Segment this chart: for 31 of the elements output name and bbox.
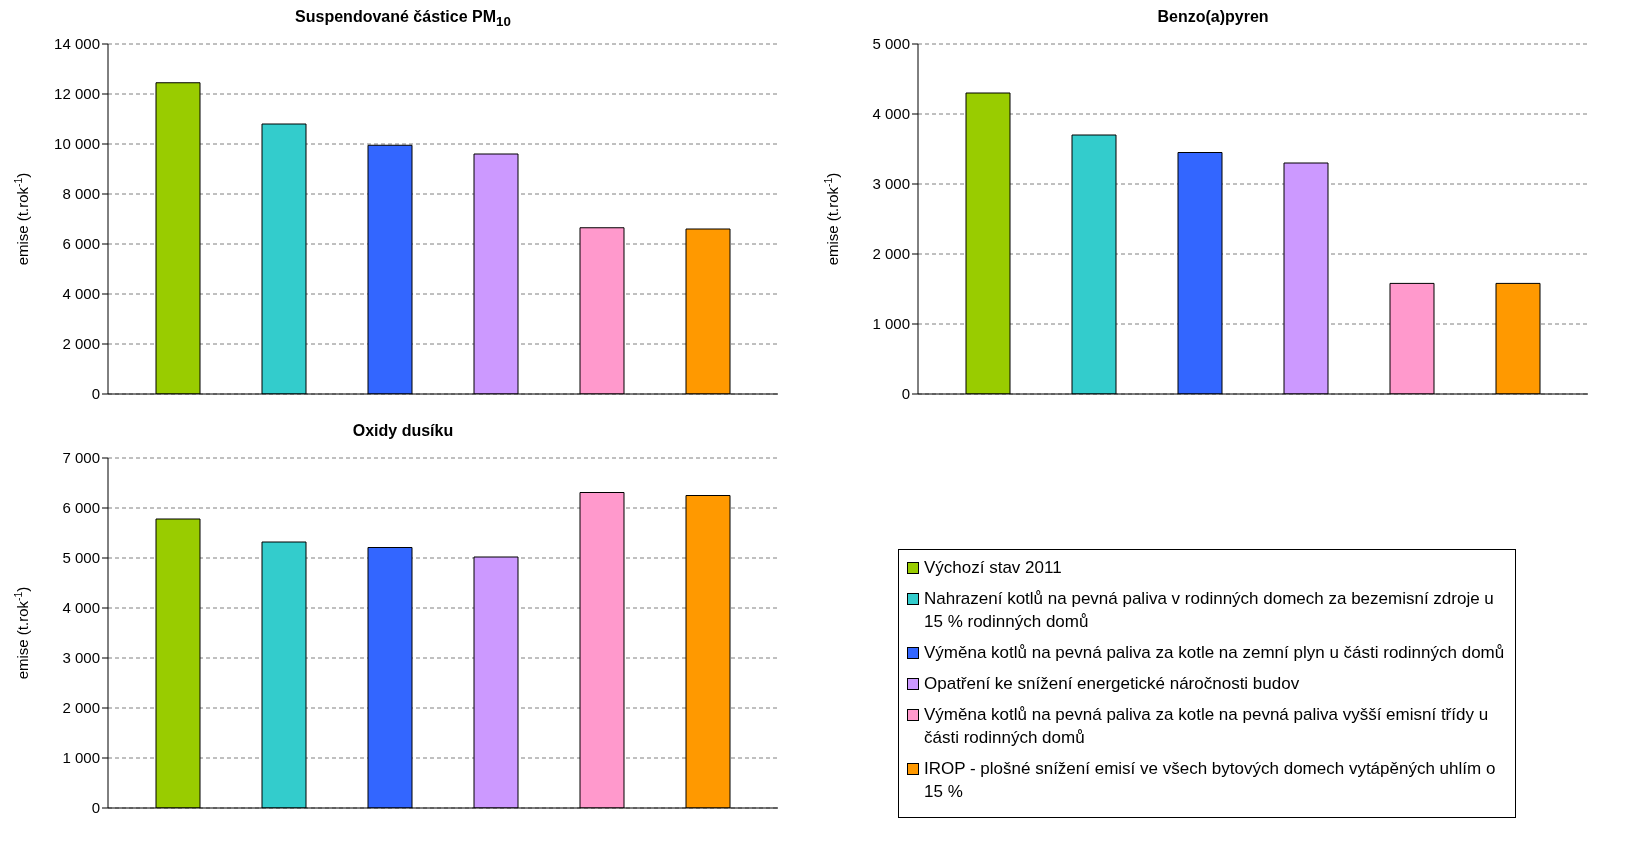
y-tick-label: 7 000 (62, 449, 100, 466)
y-tick-label: 5 000 (872, 35, 910, 52)
y-tick-label: 10 000 (54, 135, 100, 152)
legend-label: Výchozí stav 2011 (924, 557, 1062, 579)
chart-title: Suspendované částice PM$_{10}$ (294, 8, 512, 32)
y-tick-label: 0 (901, 385, 910, 402)
y-tick-label: 4 000 (872, 105, 910, 122)
y-tick-label: 12 000 (54, 85, 100, 102)
chart-title: Benzo(a)pyren (1156, 8, 1270, 27)
legend-label: Opatření ke snížení energetické náročnosti budov (924, 673, 1300, 695)
y-tick-label: 5 000 (62, 549, 100, 566)
y-tick-label: 2 000 (62, 699, 100, 716)
y-tick-label: 4 000 (62, 599, 100, 616)
legend-label: Nahrazení kotlů na pevná paliva v rodinných domech za bezemisní zdroje u 15 % rodinných domů (924, 588, 1495, 633)
y-tick-label: 3 000 (872, 175, 910, 192)
y-tick-label: 4 000 (62, 285, 100, 302)
legend-label: Výměna kotlů na pevná paliva za kotle na zemní plyn u části rodinných domů (924, 642, 1505, 664)
y-tick-label: 3 000 (62, 649, 100, 666)
chart-title: Oxidy dusíku (351, 422, 455, 441)
y-tick-label: 1 000 (62, 749, 100, 766)
y-tick-label: 14 000 (54, 35, 100, 52)
legend-label: Výměna kotlů na pevná paliva za kotle na pevná paliva vyšší emisní třídy u části rodinných domů (924, 704, 1490, 749)
y-tick-label: 0 (91, 385, 100, 402)
legend-label: IROP - plošné snížení emisí ve všech bytových domech vytápěných uhlím o 15 % (924, 758, 1497, 803)
y-tick-label: 2 000 (62, 335, 100, 352)
y-tick-label: 1 000 (872, 315, 910, 332)
y-tick-label: 6 000 (62, 499, 100, 516)
y-tick-label: 8 000 (62, 185, 100, 202)
y-tick-label: 6 000 (62, 235, 100, 252)
y-tick-label: 2 000 (872, 245, 910, 262)
y-tick-label: 0 (91, 799, 100, 816)
